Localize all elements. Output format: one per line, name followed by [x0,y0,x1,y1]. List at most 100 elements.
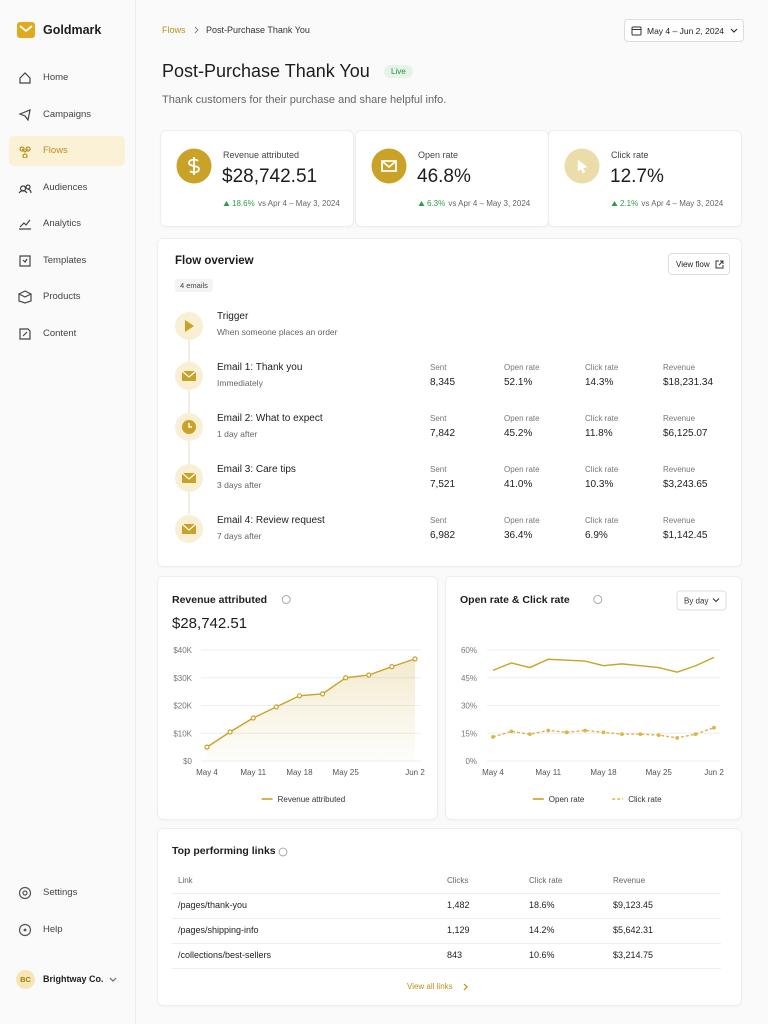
step-icon [175,515,203,543]
nav-label: Templates [43,254,87,266]
email-timing: 7 days after [217,531,262,541]
nav-item[interactable]: Audiences [9,173,125,203]
nav-icon-shape [19,72,31,84]
stat-value: 7,521 [430,479,456,490]
data-point [273,704,279,710]
external-link-icon [715,260,724,269]
stat-label: Click rate [585,516,619,525]
top-links-card: Top performing links Link Clicks Click rate… [157,828,742,1006]
nav-item[interactable]: Home [9,63,125,93]
nav-label: Content [43,327,77,339]
nav-item[interactable]: Campaigns [9,100,125,130]
y-tick-label: 30% [461,702,477,711]
x-tick-label: May 4 [196,768,218,777]
stat-value: 8,345 [430,377,456,388]
email-name: Email 4: Review request [217,515,325,526]
cell: 1,482 [447,900,470,910]
data-point [546,728,551,733]
page-subtitle: Thank customers for their purchase and s… [162,94,447,106]
data-point [564,730,569,735]
stat-value: 36.4% [504,530,533,541]
nav-item[interactable]: Products [9,282,125,312]
nav-item[interactable]: Content [9,319,125,349]
cursor-glyph [577,159,588,174]
nav-icon [18,290,32,304]
data-point [601,730,606,735]
kpi-icon [176,148,212,184]
row-divider [172,918,721,919]
cell: 1,129 [447,925,470,935]
nav-icon-shape [19,146,31,158]
nav-item[interactable]: Settings [9,878,125,908]
email-count-chip: 4 emails [175,279,213,292]
y-tick-label: $30K [173,674,192,683]
nav-item[interactable]: Help [9,915,125,945]
button-label: View flow [676,260,710,269]
envelope-glyph [381,160,397,172]
trigger-description: When someone places an order [217,327,338,337]
brand-logo [17,22,35,38]
x-tick-label: Jun 2 [405,768,425,777]
brand-name: Goldmark [43,23,102,37]
external-shape [715,260,724,269]
data-point [343,675,349,681]
view-all-links[interactable]: View all links [407,982,453,991]
kpi-icon-glyph [381,160,397,172]
breadcrumb-current: Post-Purchase Thank You [206,25,310,35]
email-timing: 1 day after [217,429,258,439]
kpi-change: 2.1% [620,199,639,208]
nav-icon-shape [18,108,31,121]
kpi-icon-glyph [188,157,200,175]
envelope-glyph [182,371,196,381]
row-divider [172,943,721,944]
breadcrumb-link[interactable]: Flows [162,25,186,35]
breadcrumb-separator [194,26,199,34]
kpi-icon [564,148,600,184]
y-tick-label: 45% [461,674,477,683]
data-point [675,735,680,740]
stat-value: 7,842 [430,428,456,439]
cell: $9,123.45 [613,900,654,910]
date-range-picker[interactable]: May 4 – Jun 2, 2024 [624,19,744,42]
info-shape [278,847,288,857]
trend-arrow [418,201,425,206]
x-tick-label: May 25 [646,768,673,777]
view-flow-button[interactable]: View flow [668,253,730,275]
kpi-comparison: vs Apr 4 – May 3, 2024 [258,199,340,208]
nav-icon-shape [19,254,31,267]
control-button[interactable] [676,590,727,611]
kpi-card: Click rate 12.7% 2.1% vs Apr 4 – May 3, 202… [548,130,742,227]
kpi-change: 6.3% [427,199,446,208]
chevron-shape [463,983,468,991]
stat-value: 6.9% [585,530,608,541]
row-divider [172,893,721,894]
legend-label: Click rate [628,795,662,804]
kpi-change: 18.6% [232,199,255,208]
kpi-card: Revenue attributed $28,742.51 18.6% vs Apr … [160,130,354,227]
cell: 10.6% [529,950,555,960]
nav-label: Settings [43,887,78,898]
nav-item[interactable]: Analytics [9,209,125,239]
play-glyph [185,320,194,332]
cell: 14.2% [529,925,555,935]
sidebar: Goldmark Home Campaigns Flows Audiences Anal… [0,0,136,1024]
nav-icon [18,183,32,193]
nav-icon [19,72,31,84]
chart: Open rate & Click rate By day 0% 15% 30% 45% 6… [460,590,727,804]
data-point [656,733,661,738]
trend-up-icon [611,201,618,206]
stat-value: 10.3% [585,479,614,490]
stat-label: Revenue [663,414,696,423]
envelope-glyph [182,524,196,534]
nav-item[interactable]: Flows [9,136,125,166]
cell: $3,214.75 [613,950,654,960]
data-point [712,725,716,730]
account-switcher[interactable]: BC Brightway Co. [9,966,125,994]
kpi-card: Open rate 46.8% 6.3% vs Apr 4 – May 3, 2024 [355,130,549,227]
stat-value: $18,231.34 [663,377,714,388]
stat-label: Click rate [585,363,619,372]
stat-value: $6,125.07 [663,428,708,439]
nav-label: Campaigns [43,108,92,120]
data-point [319,691,326,697]
nav-item[interactable]: Templates [9,246,125,276]
